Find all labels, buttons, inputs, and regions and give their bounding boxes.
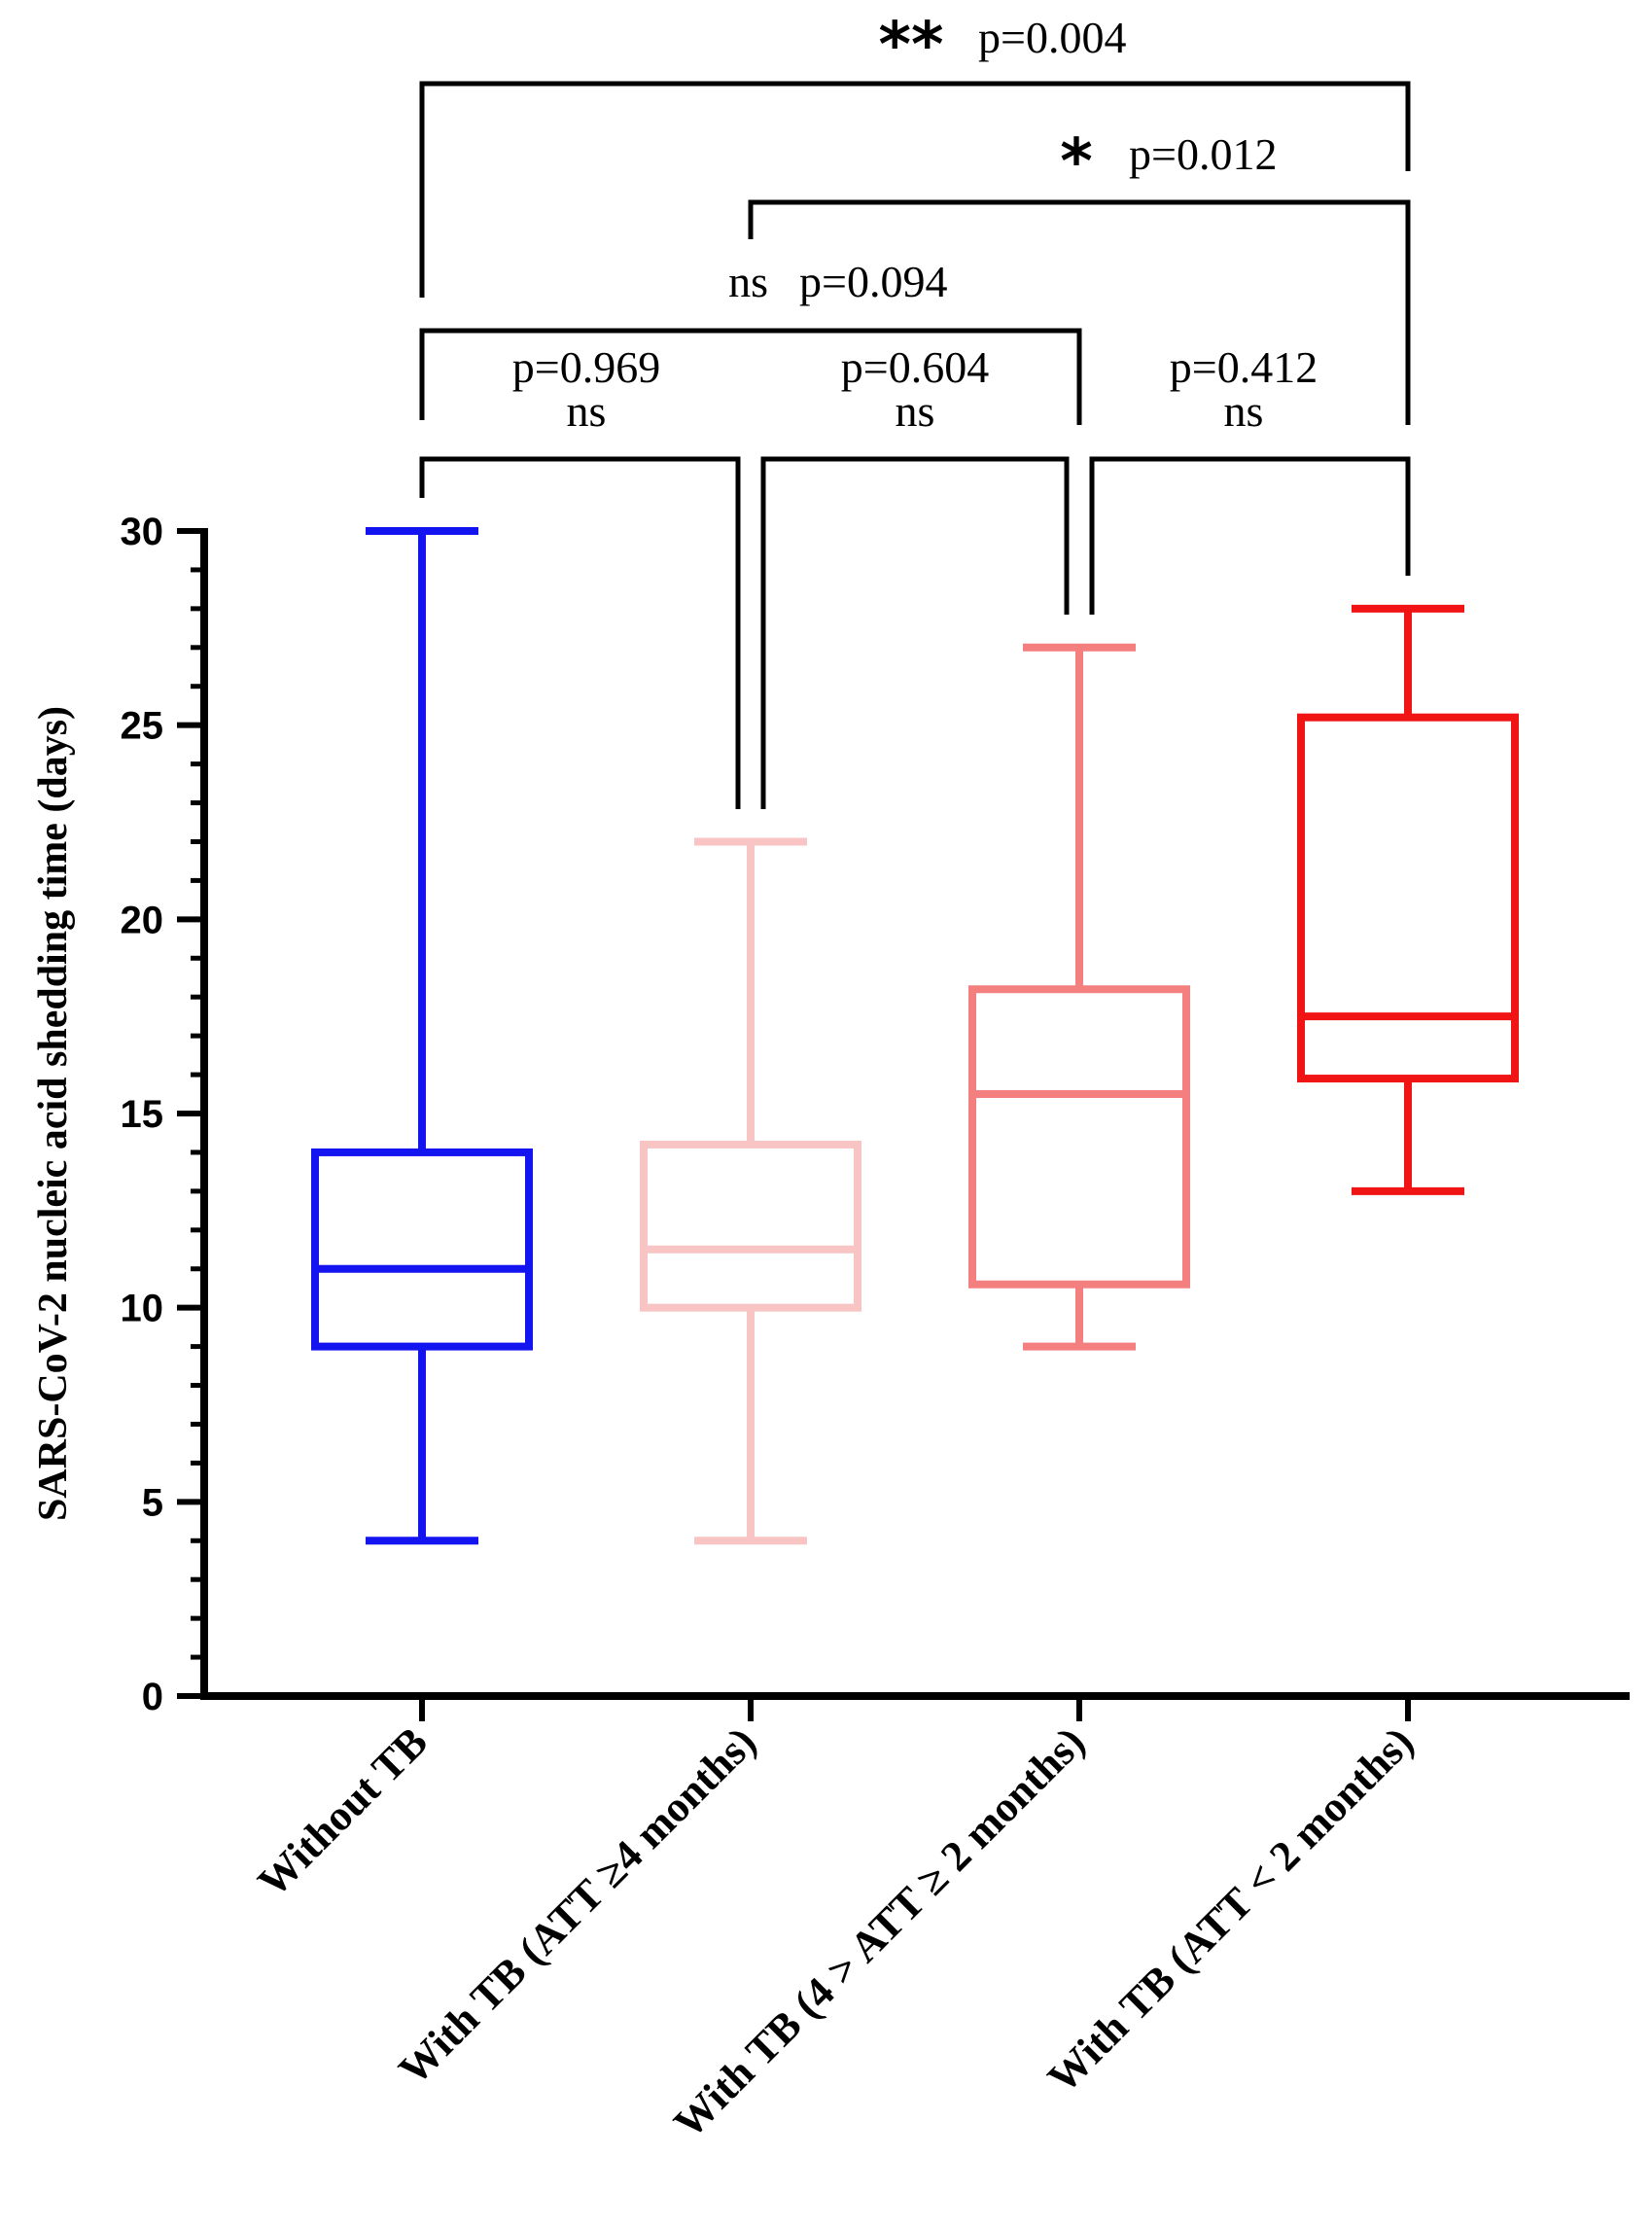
bracket-2-4	[748, 199, 1411, 425]
ns-label: ns	[728, 257, 768, 306]
x-tick-label: Without TB	[249, 1717, 437, 1905]
p-value-label: p=0.094	[799, 257, 947, 306]
box-3	[968, 643, 1190, 1351]
ns-label: ns	[567, 386, 607, 436]
y-tick-label: 15	[121, 1093, 164, 1136]
box-2	[640, 837, 861, 1545]
x-tick-label: With TB (ATT < 2 months)	[1038, 1717, 1423, 2102]
iqr-box	[640, 1140, 861, 1312]
p-value-label: p=0.969	[512, 342, 660, 392]
bracket-3-4	[1089, 456, 1411, 615]
p-value-label: p=0.012	[1129, 129, 1277, 179]
iqr-box	[968, 985, 1190, 1289]
x-tick-label: With TB (ATT ≥4 months)	[390, 1717, 766, 2094]
y-tick-label: 0	[142, 1676, 163, 1718]
ns-label: ns	[1224, 386, 1264, 436]
bracket-2-3	[760, 456, 1070, 809]
iqr-box	[311, 1148, 533, 1351]
p-value-label: p=0.004	[978, 13, 1126, 62]
y-tick-label: 25	[121, 705, 164, 748]
iqr-box	[1297, 713, 1519, 1083]
y-tick-label: 30	[121, 511, 164, 553]
ns-label: ns	[896, 386, 935, 436]
p-value-label: p=0.412	[1170, 342, 1318, 392]
box-4	[1297, 604, 1519, 1195]
bracket-1-3	[419, 328, 1082, 425]
y-tick-label: 5	[142, 1481, 163, 1524]
y-tick-label: 10	[121, 1288, 164, 1330]
bracket-1-4	[419, 81, 1411, 298]
box-series	[311, 527, 1519, 1545]
y-tick-label: 20	[121, 899, 164, 941]
significance-stars: *	[1060, 126, 1092, 198]
significance-stars: **	[879, 10, 944, 82]
y-axis-title: SARS-CoV-2 nucleic acid shedding time (d…	[31, 706, 76, 1521]
bracket-1-2	[419, 456, 741, 809]
box-1	[311, 527, 533, 1545]
p-value-label: p=0.604	[841, 342, 989, 392]
